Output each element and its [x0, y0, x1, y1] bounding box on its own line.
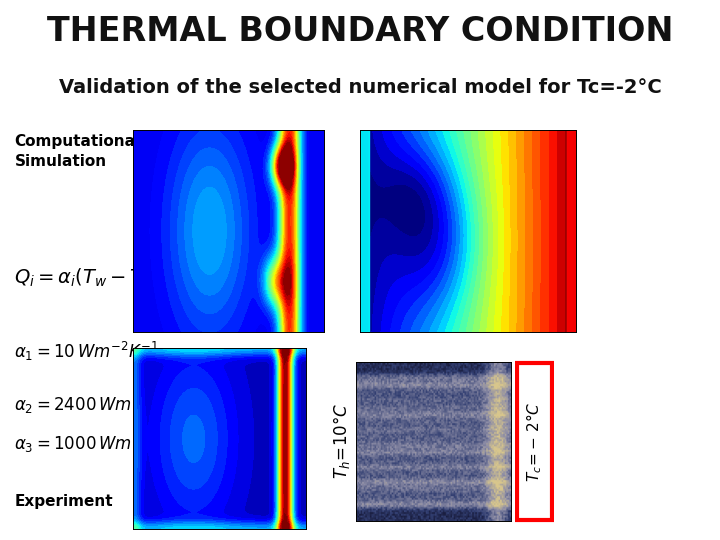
Text: $\alpha_3 = 1000\,Wm^{-2}K^{-1}$: $\alpha_3 = 1000\,Wm^{-2}K^{-1}$	[14, 432, 180, 455]
Text: $\alpha_2 = 2400\,Wm^{-2}K^{-1}$: $\alpha_2 = 2400\,Wm^{-2}K^{-1}$	[14, 393, 180, 416]
Bar	[567, 130, 576, 332]
Text: Computational
Simulation: Computational Simulation	[14, 134, 140, 169]
Bar	[360, 130, 369, 332]
Text: $T_h\!=\!10°C$: $T_h\!=\!10°C$	[330, 403, 352, 480]
Text: Validation of the selected numerical model for Tc=-2°C: Validation of the selected numerical mod…	[58, 78, 662, 97]
Text: $\alpha_1 = 10\,Wm^{-2}K^{-1}$: $\alpha_1 = 10\,Wm^{-2}K^{-1}$	[14, 340, 159, 363]
Bar	[517, 363, 552, 519]
Text: $Q_i = \alpha_i \left(T_w - T_{ext}\right)$: $Q_i = \alpha_i \left(T_w - T_{ext}\righ…	[14, 267, 173, 289]
Text: Experiment: Experiment	[14, 494, 113, 509]
Text: $T_c\!=\!-\,2°C$: $T_c\!=\!-\,2°C$	[525, 401, 544, 482]
Text: THERMAL BOUNDARY CONDITION: THERMAL BOUNDARY CONDITION	[47, 15, 673, 48]
